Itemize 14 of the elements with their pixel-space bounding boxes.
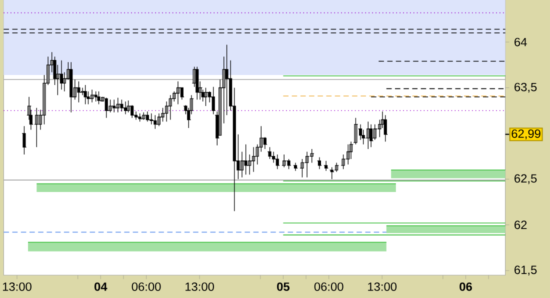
y-tick-label: 62,5	[514, 174, 537, 184]
y-tick-label: 62	[514, 220, 527, 230]
x-tick-label: 13:00	[368, 282, 397, 291]
x-tick-label: 13:00	[2, 282, 32, 291]
y-tick-label: 64	[514, 38, 527, 46]
x-tick-label: 04	[94, 282, 108, 291]
text: 62,99	[512, 129, 540, 140]
x-tick-label: 06	[460, 282, 472, 291]
y-tick-label: 63,5	[514, 82, 537, 93]
x-tick-label: 06:00	[314, 282, 344, 291]
y-tick-label: 61,5	[514, 266, 537, 276]
x-tick-label: 06:00	[132, 282, 161, 291]
x-tick-label: 13:00	[186, 282, 214, 291]
x-tick-label: 05	[277, 282, 290, 291]
